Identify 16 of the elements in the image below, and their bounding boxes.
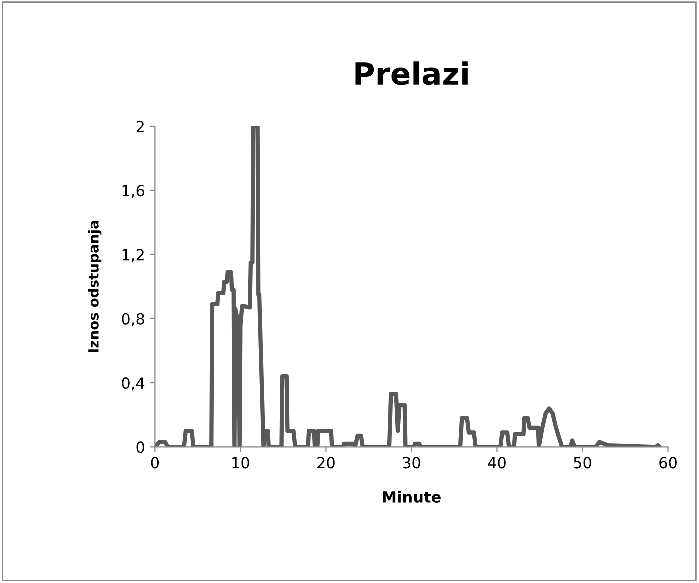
x-tick-label: 0: [151, 457, 160, 469]
y-tick-label: 0,4: [122, 377, 145, 391]
y-tick-label: 2: [136, 120, 144, 132]
x-tick-label: 60: [660, 457, 677, 469]
y-tick-label: 1,6: [122, 185, 144, 198]
x-tick-label: 50: [574, 457, 592, 469]
x-tick-label: 20: [318, 457, 335, 469]
chart-title: Prelazi: [356, 62, 468, 86]
y-tick-label: 0,8: [122, 313, 144, 326]
y-tick-label: 0: [136, 442, 144, 454]
x-tick-label: 10: [232, 457, 250, 469]
y-axis-title: Iznos odstupanja: [88, 221, 102, 352]
x-axis-title: Minute: [383, 491, 441, 503]
y-tick-label: 1,2: [122, 249, 144, 262]
x-tick-label: 40: [488, 457, 506, 469]
x-tick-label: 30: [403, 457, 420, 469]
